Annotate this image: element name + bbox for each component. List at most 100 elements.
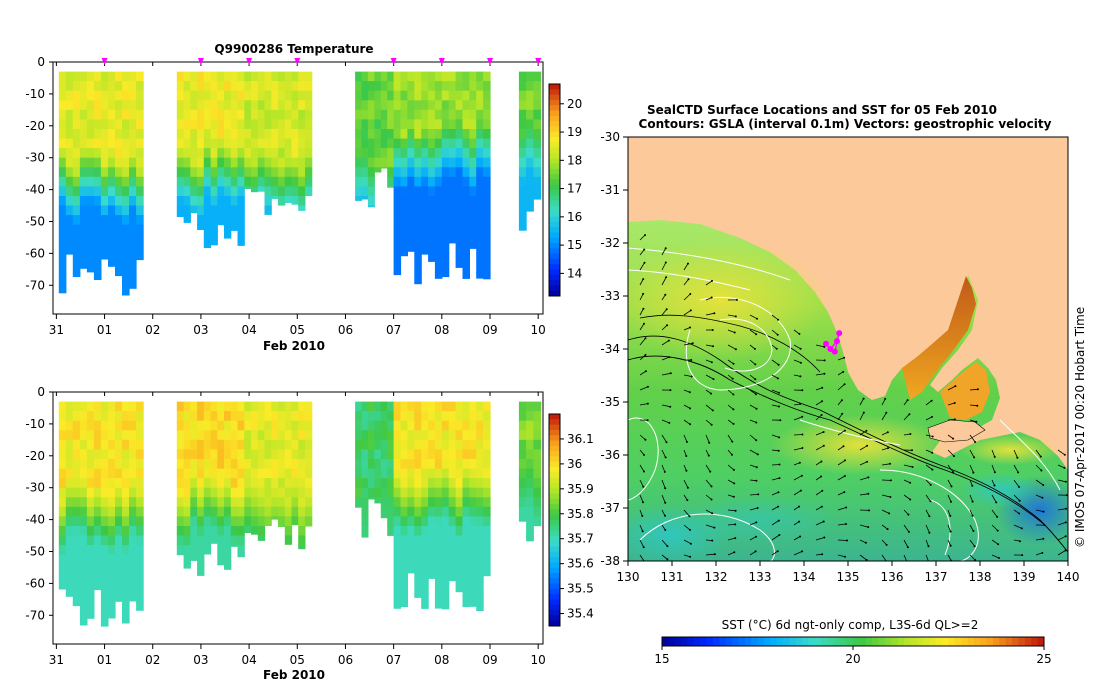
temp-profile-cell — [414, 129, 422, 140]
sal-profile-cell — [393, 439, 402, 450]
velocity-vector — [1013, 464, 1019, 473]
temp-colorbar-swatch — [549, 152, 560, 159]
velocity-vector-head — [799, 489, 802, 492]
temp-profile-cell — [355, 129, 363, 140]
sal-profile-cell — [190, 487, 198, 498]
sal-profile-cell — [374, 478, 382, 489]
temp-profile-cell — [518, 157, 527, 168]
sal-y-tick-label: -40 — [25, 513, 45, 527]
sal-profile-cell — [197, 506, 205, 517]
velocity-vector-head — [710, 485, 713, 488]
temp-profile-cell — [129, 234, 137, 245]
temp-x-tick-label: 03 — [193, 323, 208, 337]
sal-profile-cell — [305, 478, 313, 489]
sal-profile-cell — [183, 420, 191, 431]
temp-profile-cell — [224, 109, 232, 120]
temp-colorbar-swatch — [549, 248, 560, 255]
sal-profile-cell — [428, 516, 436, 527]
velocity-vector-head — [1020, 527, 1023, 530]
sal-profile-cell — [380, 411, 388, 422]
temp-profile-cell — [393, 186, 402, 197]
sal-profile-cell — [469, 468, 477, 479]
temp-profile-cell — [469, 100, 477, 111]
temp-profile-cell — [115, 234, 123, 245]
temp-profile-cell — [197, 138, 205, 149]
temp-profile-cell — [380, 157, 388, 168]
temp-colorbar-tick-label: 17 — [567, 182, 582, 196]
temp-profile-cell — [190, 90, 198, 101]
sal-profile-cell — [108, 411, 116, 422]
temp-profile-cell — [483, 167, 491, 178]
sal-profile-cell — [197, 487, 205, 498]
temp-profile-cell — [129, 253, 137, 264]
sal-profile-cell — [414, 497, 422, 508]
sal-profile-cell — [176, 487, 185, 498]
temp-profile-cell — [100, 81, 109, 92]
temp-profile-cell — [237, 148, 245, 159]
temp-profile-cell — [421, 71, 429, 82]
velocity-vector — [639, 539, 645, 548]
velocity-vector — [947, 464, 954, 473]
temp-profile-cell — [176, 215, 185, 217]
sal-profile-cell — [414, 506, 422, 517]
sal-profile-cell — [93, 449, 102, 460]
velocity-vector-head — [777, 318, 780, 321]
temp-profile-cell — [197, 148, 205, 159]
temp-profile-cell — [115, 176, 123, 187]
temp-profile-cell — [380, 81, 388, 92]
sal-colorbar-tick-label: 35.5 — [567, 582, 594, 596]
sal-profile-cell — [421, 545, 429, 556]
sal-profile-cell — [129, 593, 137, 602]
sal-profile-cell — [79, 430, 88, 441]
sal-colorbar-swatch — [549, 610, 560, 616]
temp-profile-cell — [455, 167, 464, 178]
temp-profile-cell — [197, 196, 205, 207]
sal-profile-cell — [305, 506, 313, 517]
sal-x-tick-label: 09 — [482, 653, 497, 667]
velocity-vector-head — [844, 555, 846, 558]
velocity-vector — [1057, 449, 1066, 456]
sal-colorbar-swatch — [549, 509, 560, 516]
sal-profile-cell — [217, 459, 225, 470]
sal-profile-cell — [387, 497, 395, 508]
temp-profile-cell — [100, 186, 109, 197]
sal-profile-cell — [108, 554, 116, 565]
sal-profile-cell — [210, 535, 218, 544]
velocity-vector — [1057, 479, 1066, 483]
temp-profile-cell — [93, 138, 102, 149]
temp-profile-cell — [176, 90, 185, 101]
temp-profile-cell — [380, 109, 388, 120]
velocity-vector-head — [644, 438, 647, 441]
velocity-vector-head — [734, 509, 737, 512]
temp-profile-cell — [305, 81, 313, 92]
velocity-vector — [727, 464, 735, 471]
velocity-vector-head — [846, 539, 848, 542]
velocity-vector — [727, 374, 733, 380]
sal-profile-cell — [115, 564, 123, 575]
velocity-vector-head — [685, 455, 688, 457]
map-colorbar-swatch — [967, 637, 975, 646]
sal-profile-cell — [230, 487, 239, 498]
temp-profile-cell — [190, 196, 198, 207]
temp-profile-cell — [264, 148, 272, 159]
temp-profile-cell — [387, 109, 395, 120]
temp-profile-cell — [176, 167, 185, 178]
velocity-vector-head — [775, 347, 778, 350]
sal-profile-cell — [86, 401, 95, 412]
sal-profile-cell — [455, 573, 464, 584]
sal-profile-cell — [72, 545, 81, 556]
velocity-vector — [903, 524, 910, 533]
velocity-vector — [793, 447, 803, 451]
sal-profile-cell — [355, 411, 363, 422]
sal-profile-cell — [251, 459, 259, 470]
sal-profile-cell — [305, 459, 313, 470]
temp-profile-cell — [448, 167, 457, 178]
velocity-vector — [705, 312, 715, 316]
sal-profile-cell — [380, 430, 388, 441]
sal-profile-cell — [414, 554, 422, 565]
temp-profile-cell — [455, 196, 464, 207]
temp-profile-cell — [210, 234, 218, 245]
temp-profile-cell — [476, 129, 484, 140]
sal-profile-cell — [183, 430, 191, 441]
sal-profile-cell — [237, 468, 245, 479]
